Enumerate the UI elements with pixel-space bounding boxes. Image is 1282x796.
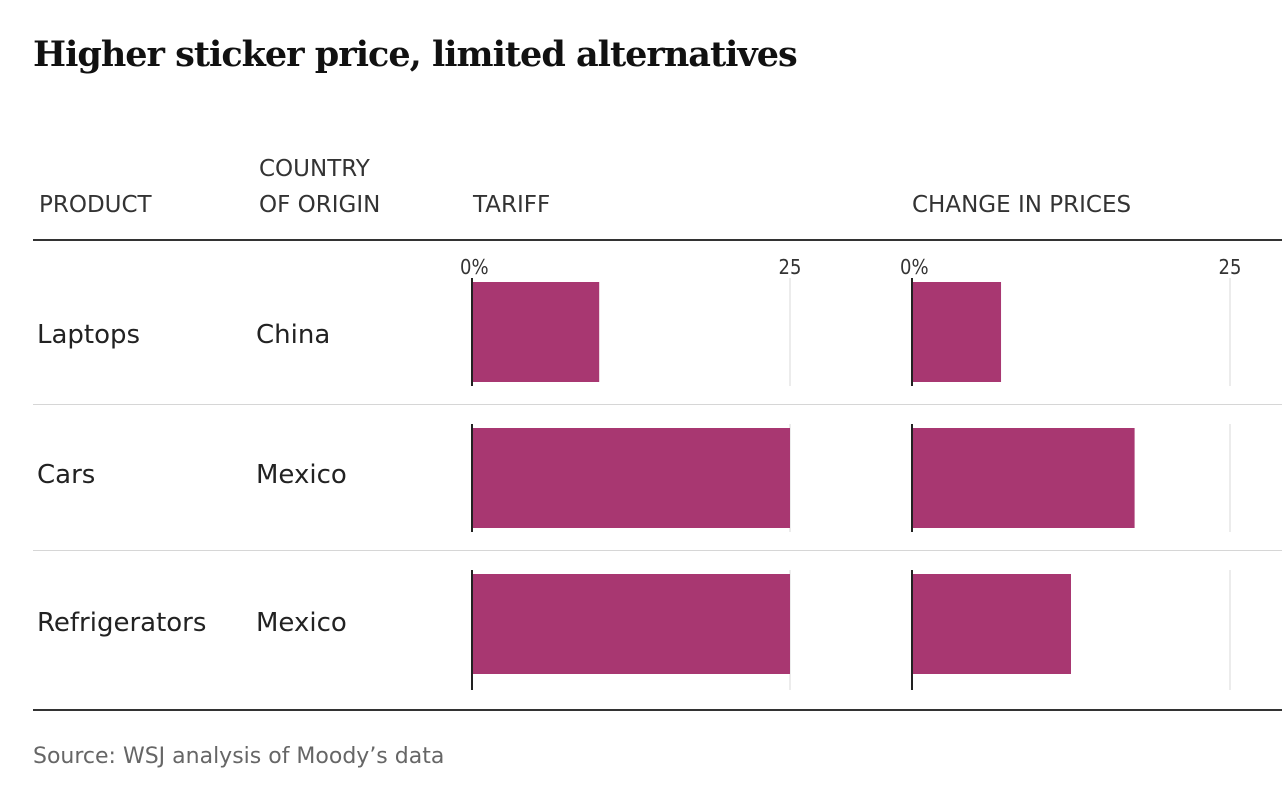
source-note: Source: WSJ analysis of Moody’s data — [33, 744, 445, 769]
footer-rule — [33, 709, 1282, 711]
tick-label: 25 — [779, 255, 802, 279]
bar — [912, 574, 1071, 674]
product-cell: Laptops — [37, 320, 141, 350]
header-product: PRODUCT — [39, 192, 152, 218]
tick-label: 0% — [460, 255, 489, 279]
row-divider — [33, 550, 1282, 551]
origin-cell: Mexico — [256, 608, 347, 638]
chart-title: Higher sticker price, limited alternativ… — [33, 34, 798, 75]
header-origin-line2: OF ORIGIN — [259, 192, 381, 218]
header-origin-line1: COUNTRY — [259, 156, 370, 182]
bar — [472, 574, 790, 674]
origin-cell: Mexico — [256, 460, 347, 490]
header-country-of-origin: COUNTRY OF ORIGIN — [259, 151, 380, 223]
bar — [912, 282, 1002, 382]
header-change-in-prices: CHANGE IN PRICES — [912, 192, 1132, 218]
row-divider — [33, 404, 1282, 405]
header-tariff: TARIFF — [473, 192, 551, 218]
tick-label: 0% — [900, 255, 929, 279]
bar — [472, 428, 790, 528]
header-rule — [33, 239, 1282, 241]
bar — [472, 282, 600, 382]
product-cell: Cars — [37, 460, 96, 490]
tick-label: 25 — [1219, 255, 1242, 279]
origin-cell: China — [256, 320, 331, 350]
bar — [912, 428, 1135, 528]
product-cell: Refrigerators — [37, 608, 207, 638]
